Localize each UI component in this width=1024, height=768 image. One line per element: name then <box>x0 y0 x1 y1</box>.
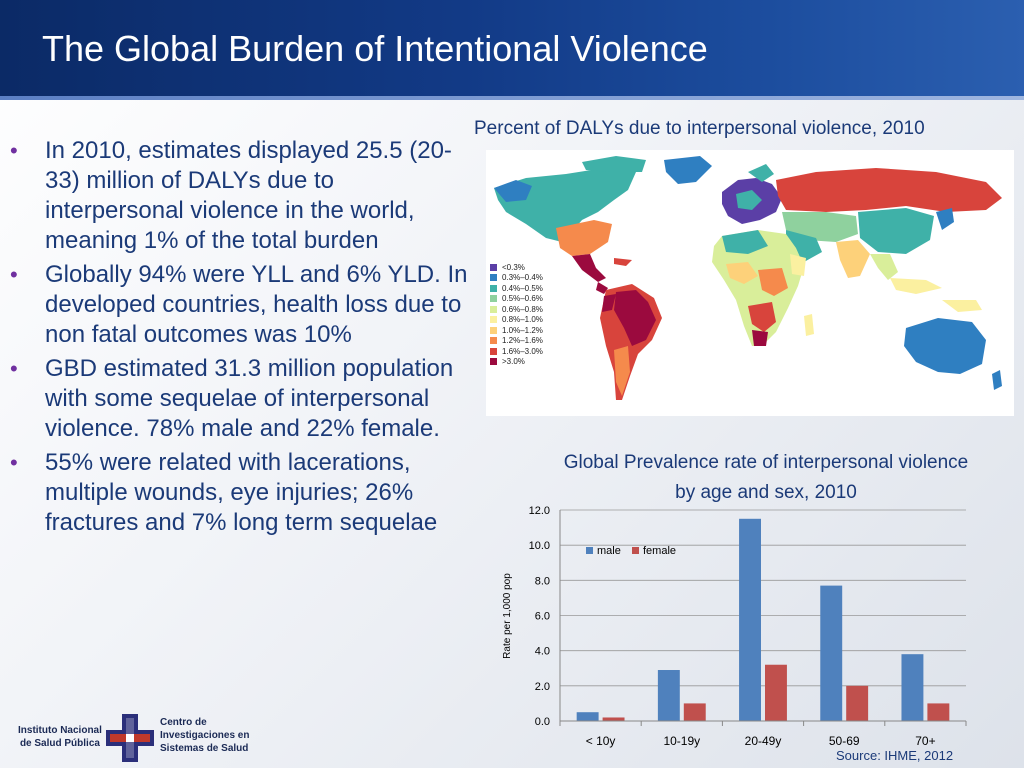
bar-male-1 <box>657 670 680 721</box>
y-tick-label: 8.0 <box>535 575 550 587</box>
bullet-text: Globally 94% were YLL and 6% YLD. In dev… <box>45 261 468 348</box>
bar-male-0 <box>576 712 599 721</box>
y-axis-ticks: 0.0 2.0 4.0 6.0 8.0 10.0 12.0 <box>529 505 550 728</box>
bullet-text: In 2010, estimates displayed 25.5 (20-33… <box>45 137 452 254</box>
bullet-icon: • <box>10 356 18 381</box>
legend-swatch <box>490 305 497 313</box>
map-legend-item: 1.2%–1.6% <box>490 336 543 347</box>
bar-male-2 <box>739 518 761 721</box>
bullet-item: • GBD estimated 31.3 million population w… <box>10 354 478 444</box>
bullet-icon: • <box>10 262 18 287</box>
bullet-item: • 55% were related with lacerations, mult… <box>10 448 478 538</box>
bar-male-4 <box>901 654 924 721</box>
legend-swatch <box>490 326 497 334</box>
y-axis-label: Rate per 1,000 pop <box>502 573 513 659</box>
legend-label-male: male <box>597 545 621 557</box>
bar-female-2 <box>765 664 787 721</box>
footer-right-line: Centro de <box>160 717 207 728</box>
world-map: <0.3% 0.3%–0.4% 0.4%–0.5% 0.5%–0.6% 0.6%… <box>486 150 1014 416</box>
map-legend-item: 0.6%–0.8% <box>490 304 543 315</box>
chart-title: Global Prevalence rate of interpersonal … <box>563 452 969 503</box>
chart-bars <box>576 518 950 721</box>
legend-swatch-female <box>632 547 639 554</box>
map-legend-item: 0.4%–0.5% <box>490 283 543 294</box>
map-legend: <0.3% 0.3%–0.4% 0.4%–0.5% 0.5%–0.6% 0.6%… <box>490 262 543 367</box>
bullet-item: • In 2010, estimates displayed 25.5 (20-3… <box>10 136 478 256</box>
bar-chart: 0.0 2.0 4.0 6.0 8.0 10.0 12.0 < 10y 10-19y 20-49… <box>502 505 967 748</box>
y-tick-label: 2.0 <box>535 681 550 693</box>
y-tick-label: 12.0 <box>529 505 550 517</box>
slide-title: The Global Burden of Intentional Violenc… <box>42 28 708 69</box>
x-tick-label: 70+ <box>915 734 935 748</box>
legend-label-female: female <box>643 545 676 557</box>
bullet-icon: • <box>10 138 18 163</box>
y-tick-label: 6.0 <box>535 611 550 623</box>
footer-center: Centro de Investigaciones en Sistemas de… <box>160 716 249 755</box>
x-tick-label: < 10y <box>586 734 616 748</box>
map-legend-item: 0.3%–0.4% <box>490 273 543 284</box>
legend-swatch <box>490 358 497 366</box>
legend-swatch-male <box>586 547 593 554</box>
bar-female-4 <box>927 703 950 721</box>
chart-legend: male female <box>586 545 676 557</box>
legend-swatch <box>490 295 497 303</box>
bullet-item: • Globally 94% were YLL and 6% YLD. In de… <box>10 260 478 350</box>
source-note: Source: IHME, 2012 <box>836 748 954 763</box>
footer-left-line: de Salud Pública <box>19 738 100 749</box>
y-tick-label: 4.0 <box>535 646 550 658</box>
x-tick-label: 10-19y <box>663 734 700 748</box>
footer-right-line: Sistemas de Salud <box>160 743 249 754</box>
bar-female-3 <box>846 685 869 721</box>
bar-female-1 <box>683 703 706 721</box>
y-tick-label: 0.0 <box>535 716 550 728</box>
map-legend-item: 0.5%–0.6% <box>490 294 543 305</box>
legend-swatch <box>490 263 497 271</box>
map-legend-item: 1.6%–3.0% <box>490 346 543 357</box>
bullet-icon: • <box>10 450 18 475</box>
bar-female-0 <box>602 717 625 721</box>
legend-swatch <box>490 316 497 324</box>
bar-male-3 <box>820 585 843 721</box>
map-legend-item: 1.0%–1.2% <box>490 325 543 336</box>
map-legend-item: 0.8%–1.0% <box>490 315 543 326</box>
x-tick-label: 50-69 <box>829 734 860 748</box>
bullet-text: GBD estimated 31.3 million population wi… <box>45 355 454 442</box>
map-legend-item: <0.3% <box>490 262 543 273</box>
chart-grid <box>560 509 966 722</box>
legend-swatch <box>490 274 497 282</box>
map-title: Percent of DALYs due to interpersonal vi… <box>474 118 925 139</box>
map-legend-item: >3.0% <box>490 357 543 368</box>
y-tick-label: 10.0 <box>529 540 550 552</box>
legend-swatch <box>490 347 497 355</box>
legend-swatch <box>490 337 497 345</box>
bullet-list: • In 2010, estimates displayed 25.5 (20-3… <box>10 136 478 542</box>
x-tick-label: 20-49y <box>745 734 782 748</box>
title-bar: The Global Burden of Intentional Violenc… <box>0 0 1024 100</box>
legend-swatch <box>490 284 497 292</box>
footer-left-line: Instituto Nacional <box>18 725 102 736</box>
institute-logo-icon <box>106 714 154 762</box>
footer-institution: Instituto Nacional de Salud Pública <box>18 724 102 750</box>
bullet-text: 55% were related with lacerations, multi… <box>45 449 438 536</box>
footer-right-line: Investigaciones en <box>160 730 250 741</box>
x-axis-ticks: < 10y 10-19y 20-49y 50-69 70+ <box>559 721 967 748</box>
world-map-image <box>494 156 1002 400</box>
